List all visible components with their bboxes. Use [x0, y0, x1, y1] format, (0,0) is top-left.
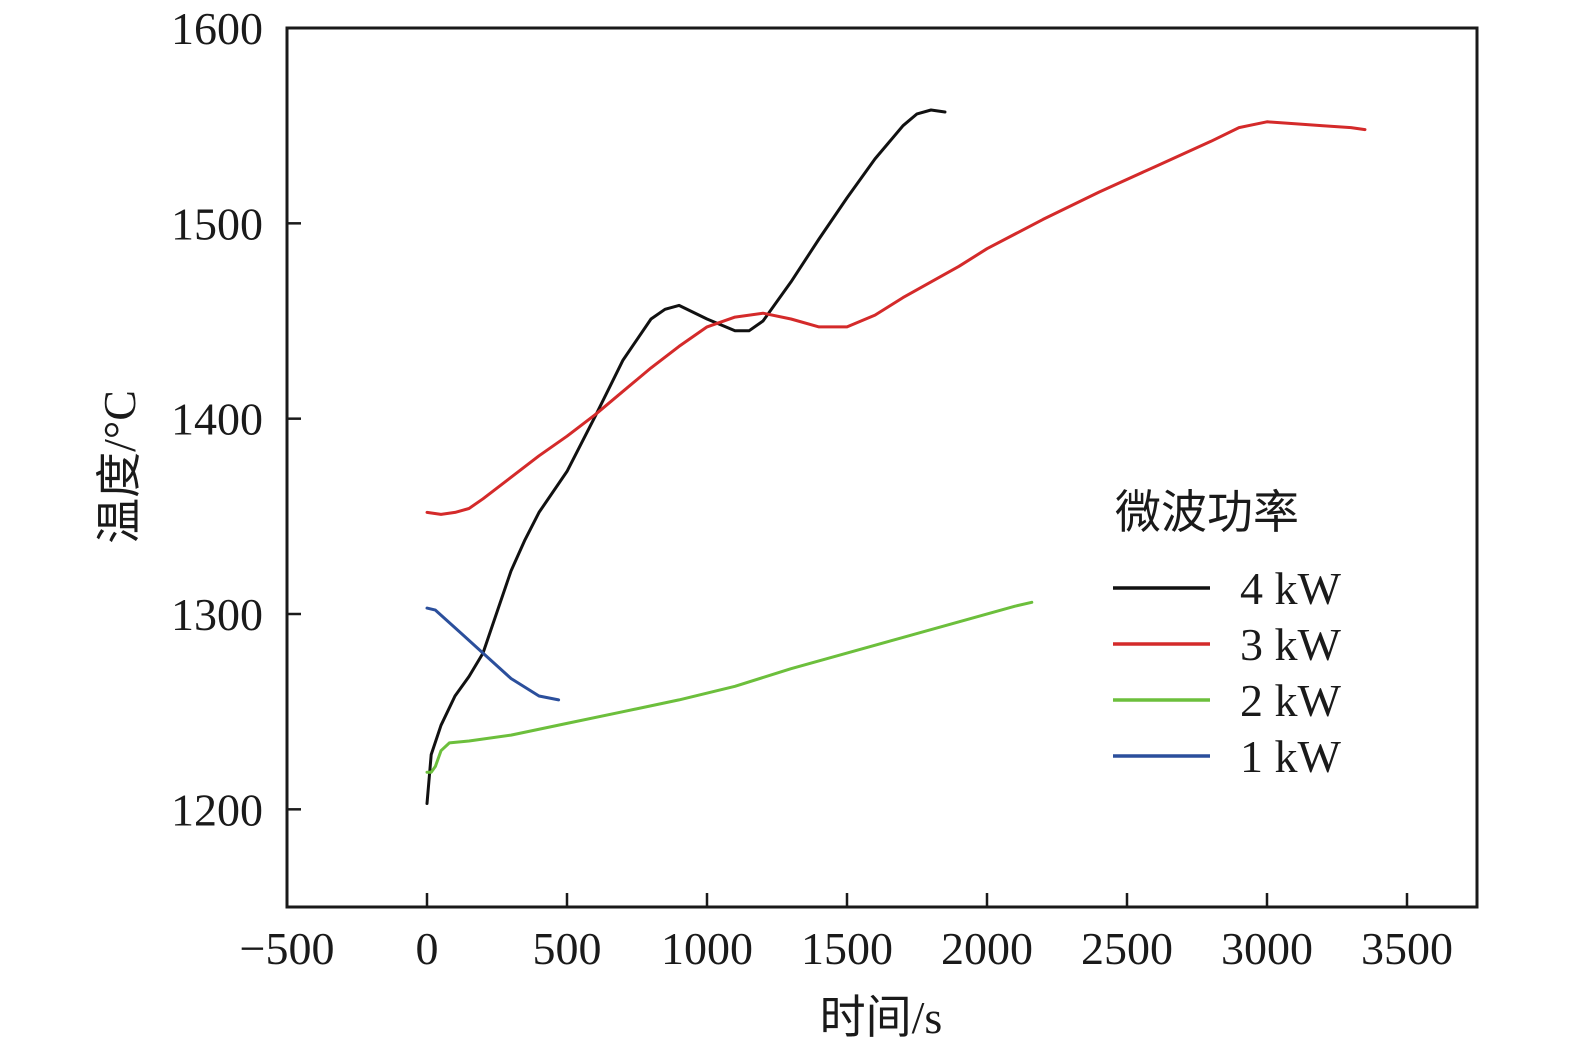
- x-axis: −500 0 500 1000 1500 2000 2500 3000 3500: [240, 893, 1453, 974]
- plot-border: [285, 26, 1479, 909]
- series-line-2kw: [425, 600, 1034, 774]
- x-axis-title: 时间/s: [820, 992, 943, 1043]
- x-tick-label: 1000: [661, 923, 753, 974]
- series-line-1kw: [425, 606, 561, 702]
- legend-title: 微波功率: [1115, 485, 1299, 539]
- x-tick-label: 3000: [1221, 923, 1313, 974]
- legend-label: 1 kW: [1240, 731, 1342, 782]
- x-tick-label: 500: [533, 923, 602, 974]
- y-tick-label: 1600: [171, 3, 263, 54]
- plot-area: [285, 26, 1479, 909]
- x-tick-label: 1500: [801, 923, 893, 974]
- legend: 微波功率 4 kW3 kW2 kW1 kW: [1113, 485, 1342, 782]
- y-tick-label: 1400: [171, 394, 263, 445]
- legend-label: 2 kW: [1240, 675, 1342, 726]
- legend-label: 3 kW: [1240, 619, 1342, 670]
- x-tick-label: 3500: [1361, 923, 1453, 974]
- x-tick-label: 2000: [941, 923, 1033, 974]
- y-axis-title: 温度/°C: [94, 390, 145, 544]
- y-axis: 1200 1300 1400 1500 1600: [171, 3, 301, 835]
- x-tick-label: −500: [240, 923, 335, 974]
- y-tick-label: 1300: [171, 589, 263, 640]
- series-line-4kw: [425, 108, 947, 805]
- series-layer: [425, 108, 1367, 805]
- legend-label: 4 kW: [1240, 563, 1342, 614]
- x-tick-label: 0: [416, 923, 439, 974]
- series-line-3kw: [425, 120, 1367, 516]
- x-tick-label: 2500: [1081, 923, 1173, 974]
- y-tick-label: 1500: [171, 198, 263, 249]
- legend-items: 4 kW3 kW2 kW1 kW: [1113, 563, 1342, 782]
- y-tick-label: 1200: [171, 784, 263, 835]
